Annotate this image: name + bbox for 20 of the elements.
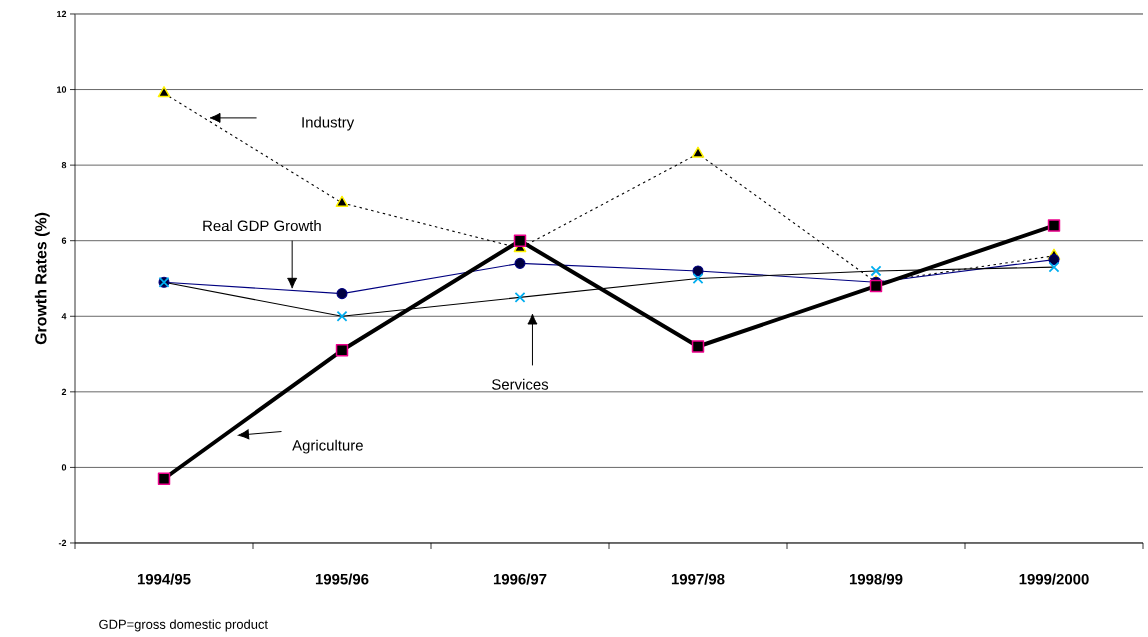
text: Agriculture [292, 439, 363, 454]
x-tick-label: 1995/96 [315, 573, 369, 585]
y-tick-label: 4 [61, 313, 67, 320]
x-tick-label: 1997/98 [671, 573, 725, 585]
y-tick-label: 0 [61, 464, 67, 471]
text: Industry [302, 116, 355, 131]
text: Services [492, 378, 549, 390]
y-tick-label: -2 [58, 539, 67, 547]
y-tick-label: 8 [61, 161, 67, 169]
y-tick-label: 6 [61, 237, 67, 244]
text: GDP=gross domestic product [99, 619, 268, 632]
x-tick-label: 1994/95 [137, 573, 191, 585]
y-axis-title: Growth Rates (%) [34, 212, 50, 345]
y-tick-label: 12 [57, 10, 67, 18]
x-tick-label: 1998/99 [849, 573, 903, 585]
text: Real GDP Growth [203, 220, 321, 232]
y-tick-label: 2 [61, 388, 67, 395]
x-tick-label: 1999/2000 [1019, 573, 1089, 585]
x-tick-label: 1996/97 [493, 573, 547, 585]
y-tick-label: 10 [57, 86, 67, 93]
